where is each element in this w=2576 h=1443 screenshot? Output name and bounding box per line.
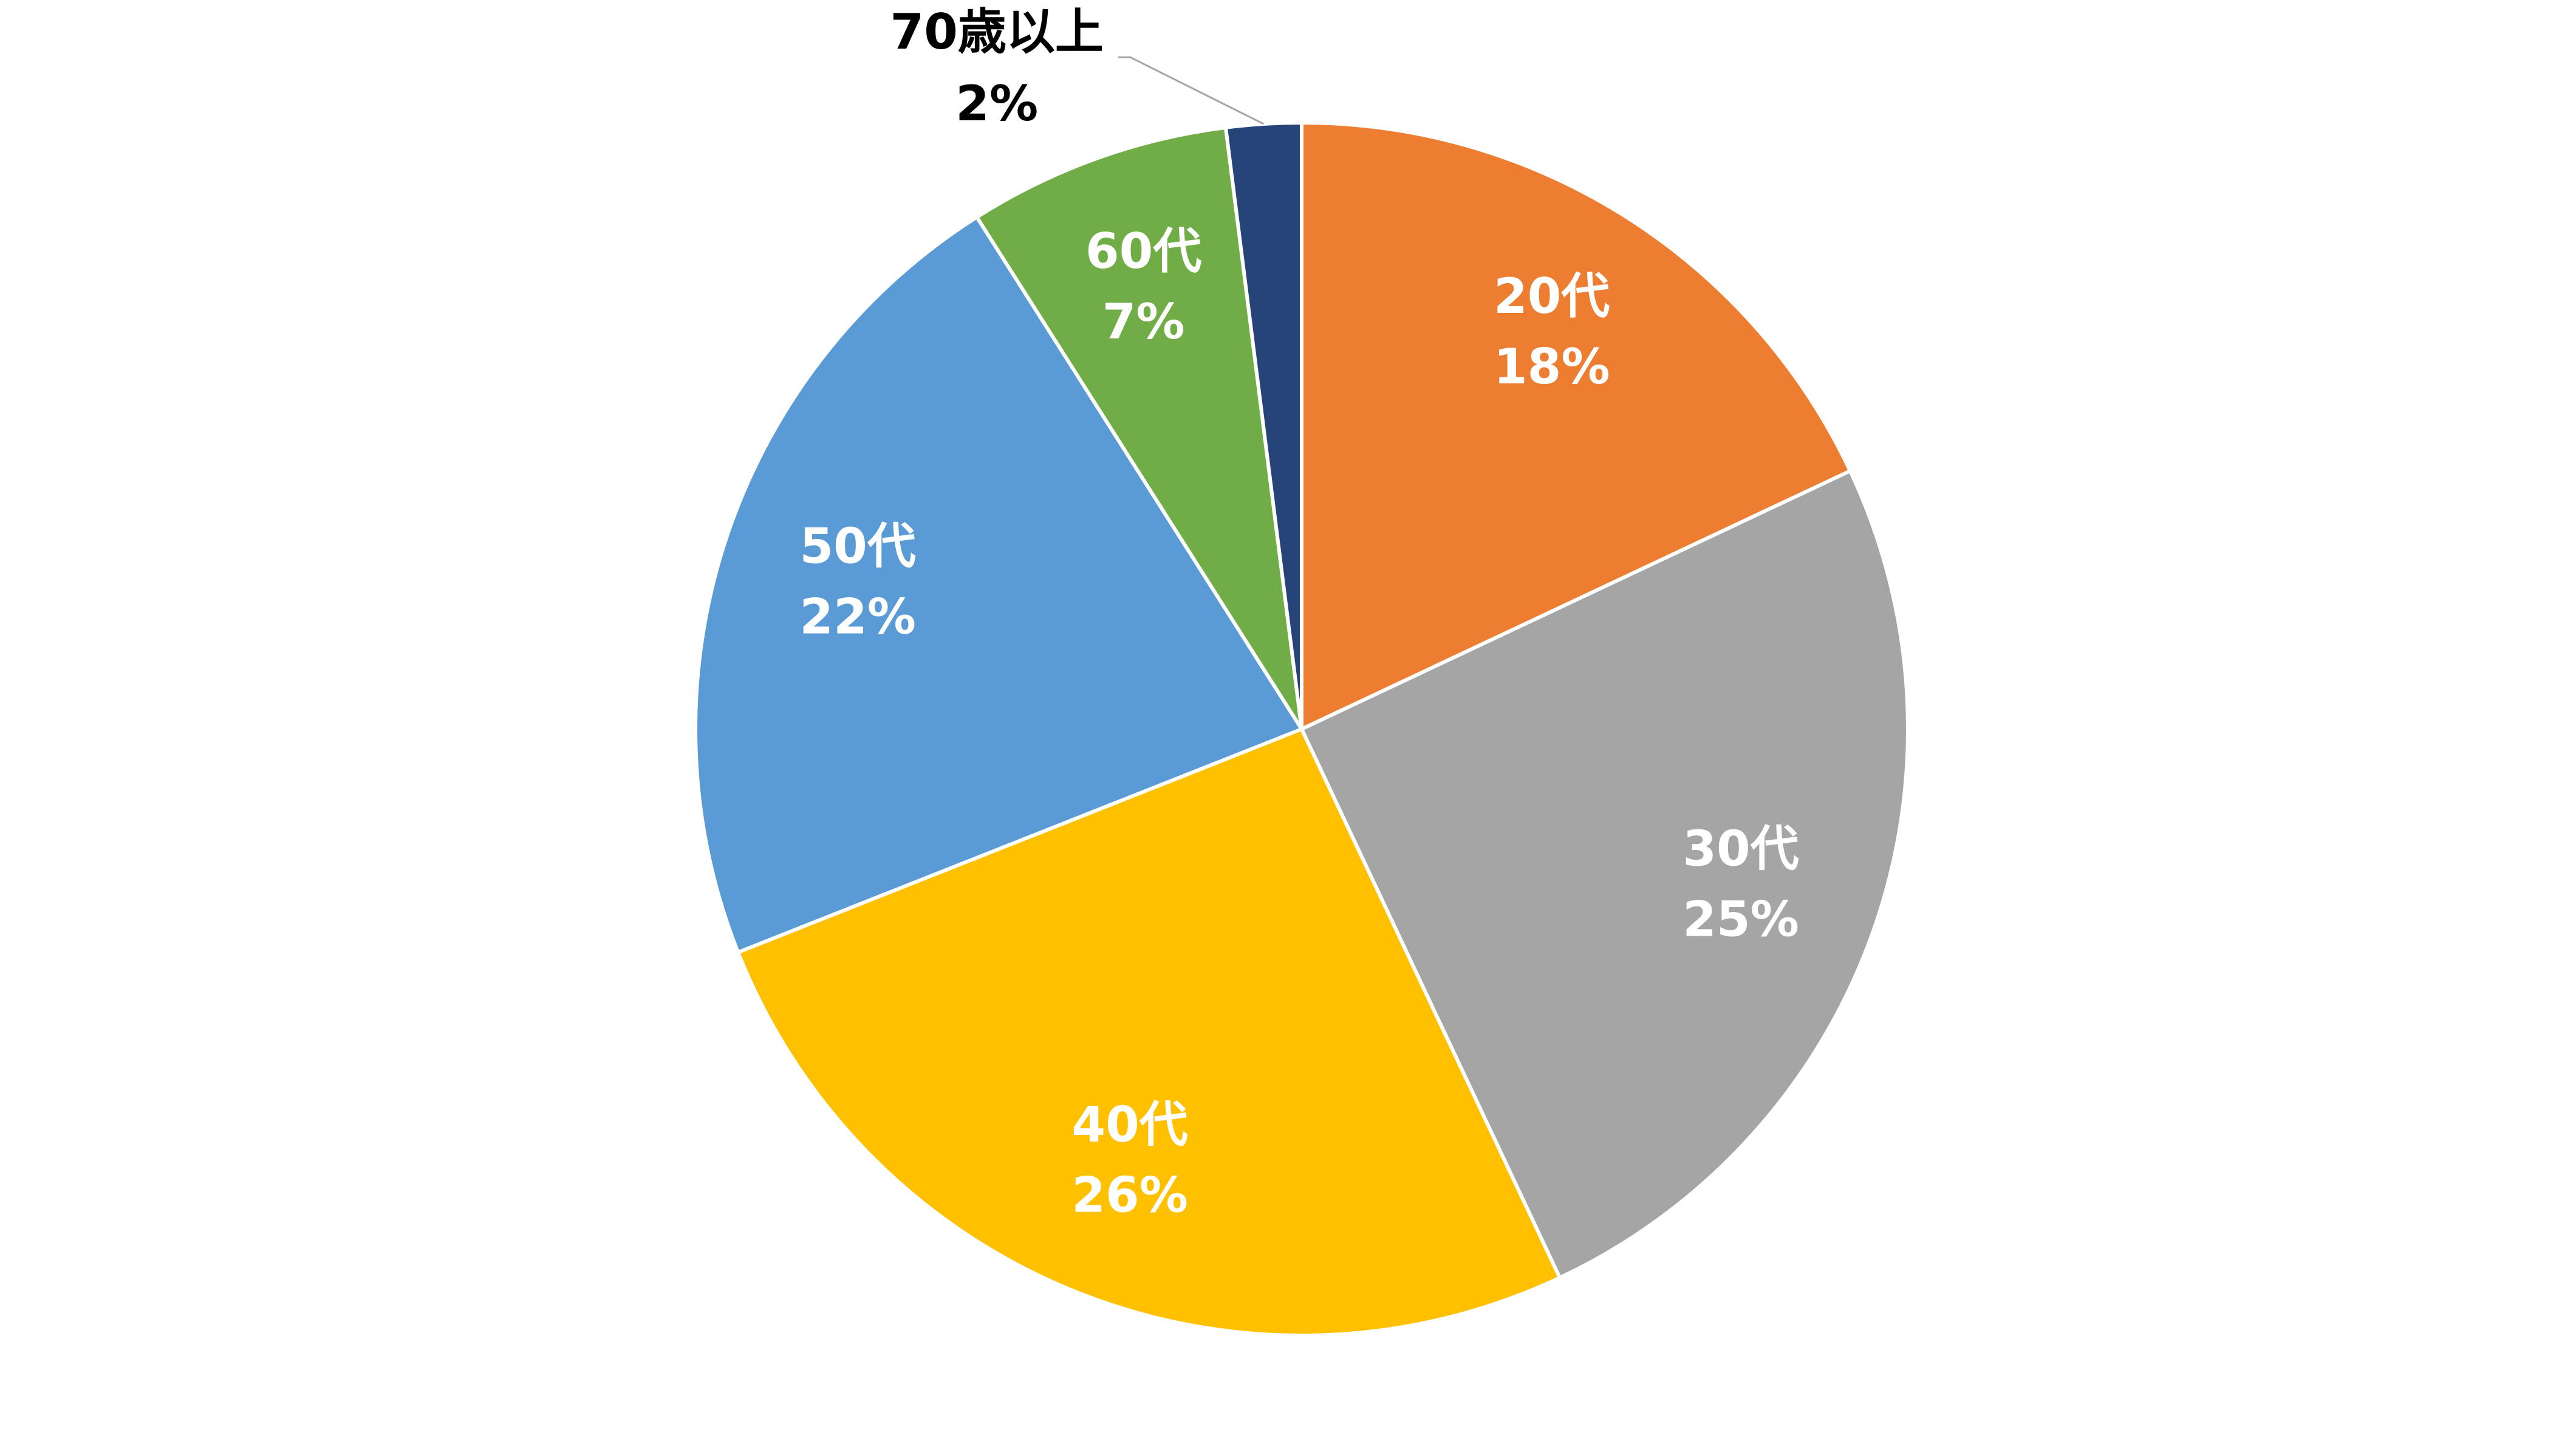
slice-category-label: 40代 [1071,1096,1187,1153]
slice-value-label: 2% [955,75,1038,132]
pie-slice [1299,468,1910,1281]
slice-value-label: 25% [1683,891,1799,947]
slice-category-label: 50代 [799,518,915,575]
pie-slice [694,214,1305,955]
slice-category-label: 20代 [1494,268,1610,324]
leader-line [1118,56,1265,125]
slice-value-label: 7% [1102,293,1185,350]
slice-category-label: 70歳以上 [890,4,1104,60]
slice-value-label: 26% [1071,1167,1187,1223]
pie-slice [1300,120,1853,732]
slice-category-label: 30代 [1683,820,1799,877]
slice-value-label: 18% [1494,338,1610,395]
slice-value-label: 22% [799,589,915,645]
pie-slice [1223,120,1303,730]
pie-slice [736,727,1562,1337]
pie-slice [974,125,1303,730]
slice-category-label: 60代 [1085,223,1201,279]
